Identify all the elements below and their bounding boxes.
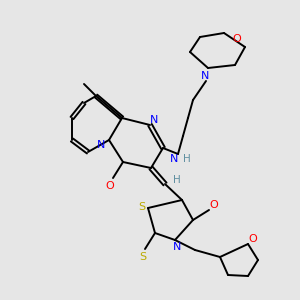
Text: H: H xyxy=(183,154,191,164)
Text: S: S xyxy=(138,202,146,212)
Text: N: N xyxy=(150,115,158,125)
Text: N: N xyxy=(173,242,181,252)
Text: N: N xyxy=(201,71,209,81)
Text: O: O xyxy=(249,234,257,244)
Text: O: O xyxy=(210,200,218,210)
Text: S: S xyxy=(140,252,147,262)
Text: N: N xyxy=(170,154,178,164)
Text: O: O xyxy=(232,34,241,44)
Text: H: H xyxy=(173,175,181,185)
Text: N: N xyxy=(97,140,105,150)
Text: O: O xyxy=(106,181,114,191)
